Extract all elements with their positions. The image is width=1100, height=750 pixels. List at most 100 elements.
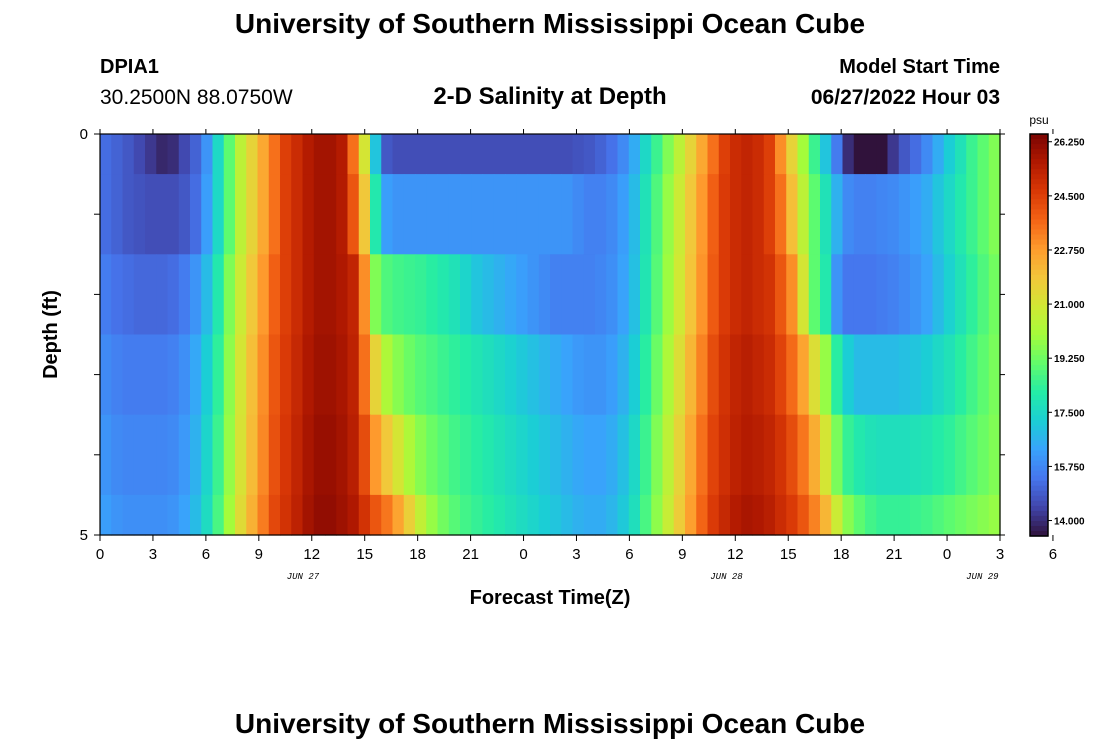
x-tick-label: 21 [886,546,903,563]
heatmap-cell [910,174,922,255]
heatmap-cell [662,334,675,416]
heatmap-cell [190,414,202,496]
heatmap-cell [111,414,124,496]
page-title: University of Southern Mississippi Ocean… [234,8,866,39]
x-tick-label: 21 [462,546,479,563]
heatmap-cell [595,174,607,255]
heatmap-cell [718,134,731,175]
colorbar-step [1030,470,1048,477]
heatmap-cell [966,134,979,175]
heatmap-cell [313,414,326,496]
colorbar-step [1030,249,1048,256]
colorbar-step [1030,455,1048,462]
heatmap-cell [358,254,371,336]
heatmap-cell [797,254,810,336]
heatmap-cell [831,134,844,175]
heatmap-cell [808,134,821,175]
heatmap-cell [707,254,720,336]
heatmap-cell [235,134,247,175]
heatmap-cell [291,414,304,496]
heatmap-cell [932,254,945,336]
heatmap-cell [718,494,731,536]
heatmap-cell [370,414,382,496]
heatmap-cell [471,134,484,175]
heatmap-cell [606,174,619,255]
heatmap-cell [741,174,754,255]
heatmap-cell [977,174,990,255]
heatmap-cell [898,134,911,175]
colorbar-step [1030,309,1048,316]
heatmap-cell [291,174,304,255]
heatmap-cell [865,334,877,416]
heatmap-cell [347,254,360,336]
colorbar-step [1030,400,1048,406]
heatmap-cell [831,334,844,416]
heatmap-cell [257,414,270,496]
heatmap-cell [808,334,821,416]
heatmap-cell [763,334,776,416]
y-tick-label: 0 [80,126,88,143]
heatmap-cell [201,494,214,536]
heatmap-cell [268,254,281,336]
heatmap-cell [280,134,292,175]
heatmap-cell [640,494,652,536]
heatmap-cell [133,174,146,255]
heatmap-cell [471,414,484,496]
heatmap-cell [887,254,900,336]
heatmap-cell [932,334,945,416]
heatmap-cell [640,334,652,416]
heatmap-cell [538,334,551,416]
heatmap-cell [786,254,799,336]
heatmap-cell [358,414,371,496]
heatmap-cell [651,494,664,536]
x-tick-label: 18 [833,546,850,563]
x-tick-label: 12 [727,546,744,563]
station-id: DPIA1 [100,56,159,78]
heatmap-cell [415,254,427,336]
heatmap-cell [730,334,742,416]
colorbar-step [1030,284,1048,291]
y-axis: 05 [80,126,1005,544]
heatmap-cell [730,174,742,255]
heatmap-cell [898,254,911,336]
heatmap-cell [932,174,945,255]
heatmap-cell [887,174,900,255]
heatmap-cell [853,254,866,336]
y-axis-title: Depth (ft) [40,290,62,379]
heatmap-cell [145,174,157,255]
colorbar-step [1030,234,1048,241]
heatmap-cell [943,494,956,536]
heatmap-cell [505,254,517,336]
colorbar-label: 14.000 [1054,517,1085,528]
heatmap-cell [628,414,641,496]
heatmap-cell [831,414,844,496]
heatmap-cell [325,174,337,255]
heatmap-cell [527,254,540,336]
heatmap-cell [482,174,495,255]
heatmap-cell [302,254,315,336]
colorbar-step [1030,485,1048,492]
colorbar-step [1030,380,1048,386]
heatmap-cell [572,494,585,536]
heatmap-cell [347,174,360,255]
heatmap-cell [617,174,630,255]
colorbar-step [1030,375,1048,381]
heatmap-cell [572,134,585,175]
heatmap-cell [628,254,641,336]
heatmap-cell [730,254,742,336]
heatmap-cell [786,174,799,255]
heatmap-cell [673,254,686,336]
heatmap-cell [763,134,776,175]
heatmap-cell [482,134,495,175]
heatmap-cell [336,254,349,336]
heatmap-cell [460,134,472,175]
heatmap-cell [763,494,776,536]
heatmap-cell [201,414,214,496]
heatmap-cell [696,174,709,255]
heatmap-cell [820,254,832,336]
heatmap-cell [133,254,146,336]
heatmap-cell [775,134,787,175]
heatmap-cell [898,174,911,255]
heatmap-cell [257,334,270,416]
heatmap-cell [313,134,326,175]
